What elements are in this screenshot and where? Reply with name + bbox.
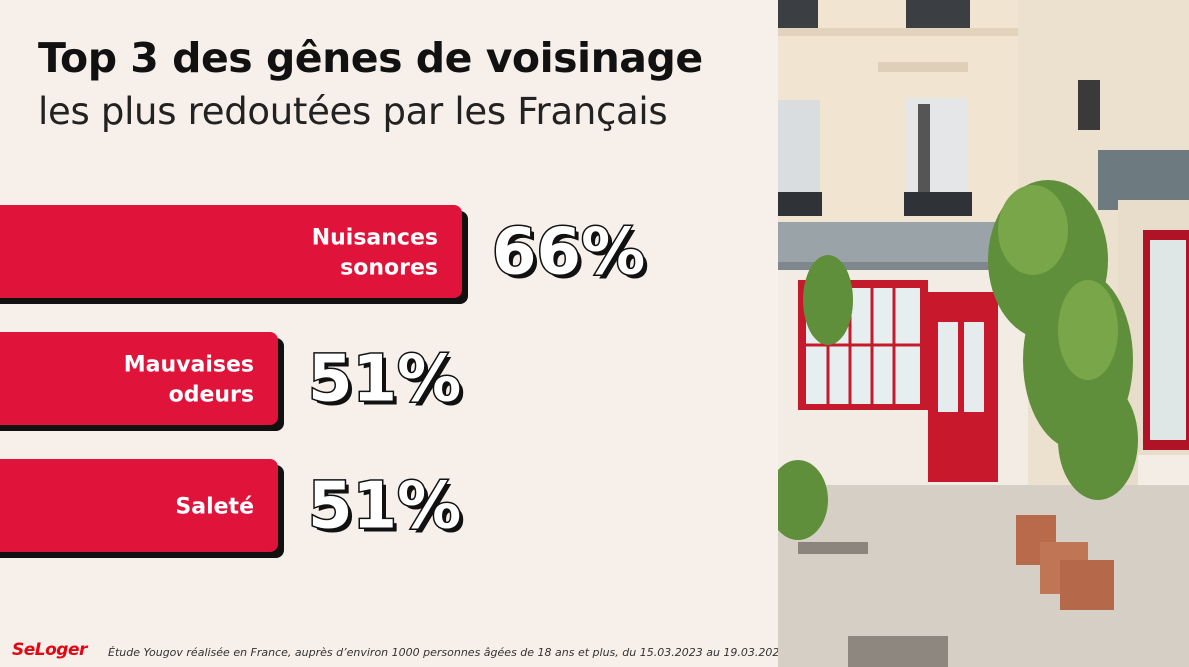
bar-0	[0, 205, 462, 298]
value-label-shadow-2: 51%	[312, 474, 465, 548]
courtyard-photo	[778, 0, 1189, 667]
bar-2	[0, 459, 278, 552]
bar-1	[0, 332, 278, 425]
page-title: Top 3 des gênes de voisinage	[38, 34, 703, 82]
value-label-shadow-1: 51%	[312, 347, 465, 421]
page-subtitle: les plus redoutées par les Français	[38, 90, 668, 133]
value-label-2: 51%	[308, 470, 461, 544]
bar-label-2: Saleté	[175, 495, 254, 520]
infographic-panel: Top 3 des gênes de voisinage les plus re…	[0, 34, 790, 660]
value-label-shadow-0: 66%	[496, 220, 649, 294]
value-label-0: 66%	[492, 216, 645, 290]
source-footnote: Étude Yougov réalisée en France, auprès …	[108, 646, 790, 659]
seloger-logo: SeLoger	[12, 640, 87, 660]
bar-label-0: Nuisances sonores	[312, 226, 438, 281]
bar-chart: Nuisances sonores 66%66% Mauvaises odeurs 51%…	[0, 205, 649, 558]
bar-label-1: Mauvaises odeurs	[124, 353, 254, 408]
value-label-1: 51%	[308, 343, 461, 417]
